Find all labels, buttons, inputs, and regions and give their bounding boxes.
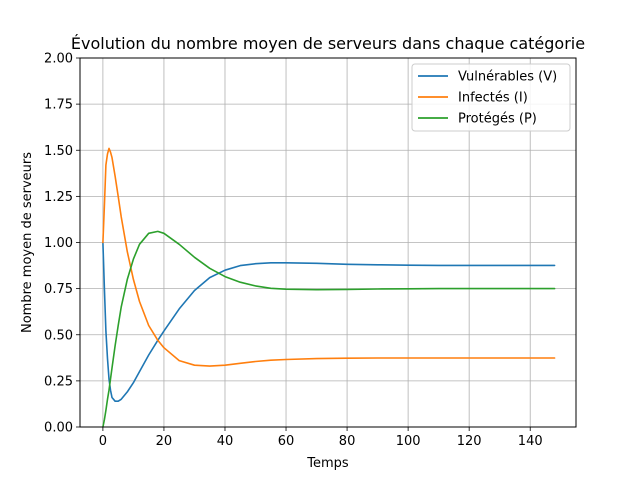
series-lines bbox=[102, 147, 556, 428]
legend-label-2: Protégés (P) bbox=[458, 112, 537, 127]
legend-label-0: Vulnérables (V) bbox=[458, 70, 557, 85]
legend: Vulnérables (V) Infectés (I) Protégés (P) bbox=[411, 63, 571, 132]
series-line-1 bbox=[102, 147, 556, 367]
x-tick-label: 140 bbox=[518, 434, 543, 449]
y-tick-label: 0.00 bbox=[44, 421, 73, 436]
legend-box bbox=[411, 63, 571, 132]
y-tick-label: 0.25 bbox=[44, 374, 73, 389]
y-tick-label: 1.25 bbox=[44, 190, 73, 205]
y-tick-label: 0.50 bbox=[44, 328, 73, 343]
x-tick-label: 20 bbox=[156, 434, 173, 449]
series-line-0 bbox=[102, 241, 556, 403]
x-tick-label: 0 bbox=[99, 434, 107, 449]
y-axis-label: Nombre moyen de serveurs bbox=[20, 152, 35, 333]
x-axis-label: Temps bbox=[306, 456, 349, 471]
y-tick-label: 1.50 bbox=[44, 144, 73, 159]
x-tick-label: 40 bbox=[217, 434, 234, 449]
y-tick-label: 1.75 bbox=[44, 98, 73, 113]
y-tick-label: 1.00 bbox=[44, 236, 73, 251]
chart-title: Évolution du nombre moyen de serveurs da… bbox=[71, 34, 585, 53]
series-line-2 bbox=[102, 230, 556, 428]
legend-entries: Vulnérables (V) Infectés (I) Protégés (P) bbox=[418, 70, 557, 127]
y-tick-label: 0.75 bbox=[44, 282, 73, 297]
y-tick-label: 2.00 bbox=[44, 52, 73, 67]
x-tick-label: 120 bbox=[457, 434, 482, 449]
x-tick-label: 100 bbox=[396, 434, 421, 449]
x-tick-label: 60 bbox=[278, 434, 295, 449]
ticks: 0 20 40 60 80 100 120 140 0.00 0.25 0.50 0.75 1.00 1.… bbox=[44, 52, 543, 450]
legend-label-1: Infectés (I) bbox=[458, 91, 528, 106]
x-tick-label: 80 bbox=[339, 434, 356, 449]
